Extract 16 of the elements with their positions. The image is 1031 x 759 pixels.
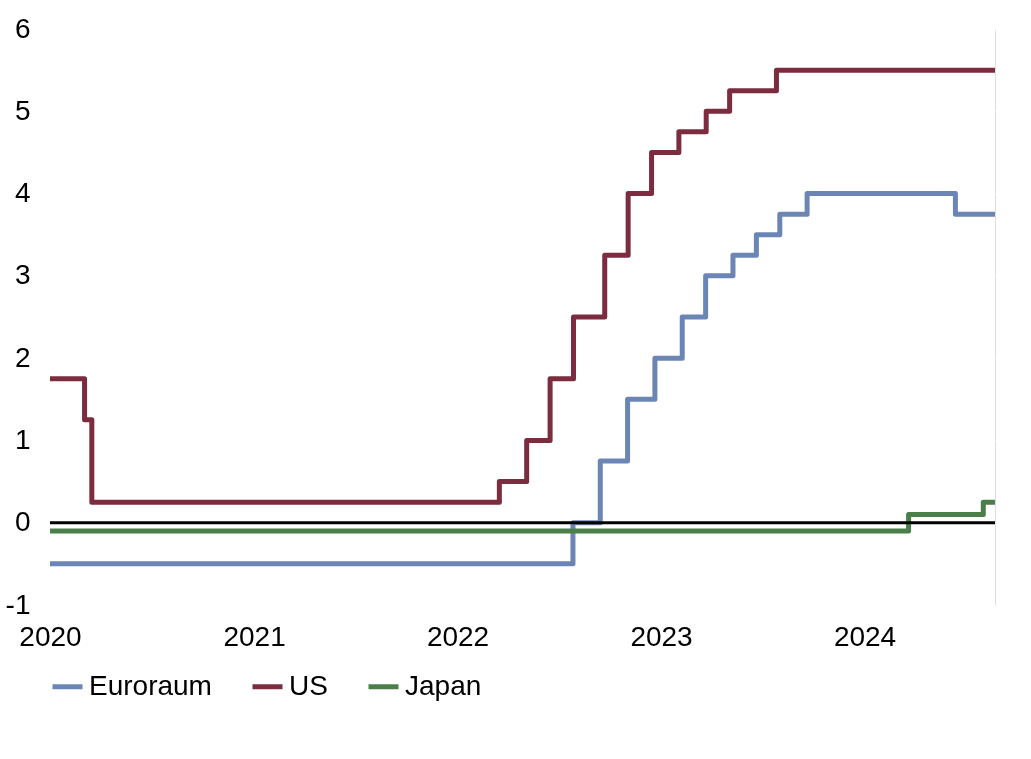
y-tick-label: 0 [14,506,31,538]
y-tick-label: 2 [14,341,31,373]
x-tick-label: 2024 [833,620,897,652]
y-tick-label: 6 [14,12,31,44]
y-tick-label: 3 [14,259,31,291]
legend-label: US [289,669,328,701]
y-tick-label: 4 [14,177,31,209]
y-tick-label: -1 [5,588,31,620]
legend-label: Japan [405,669,482,701]
y-tick-label: 5 [14,94,31,126]
y-tick-label: 1 [14,423,31,455]
x-tick-label: 2021 [223,620,286,652]
legend-label: Euroraum [89,669,212,701]
x-tick-label: 2022 [426,620,490,652]
x-tick-label: 2020 [19,620,82,652]
x-tick-label: 2023 [630,620,693,652]
